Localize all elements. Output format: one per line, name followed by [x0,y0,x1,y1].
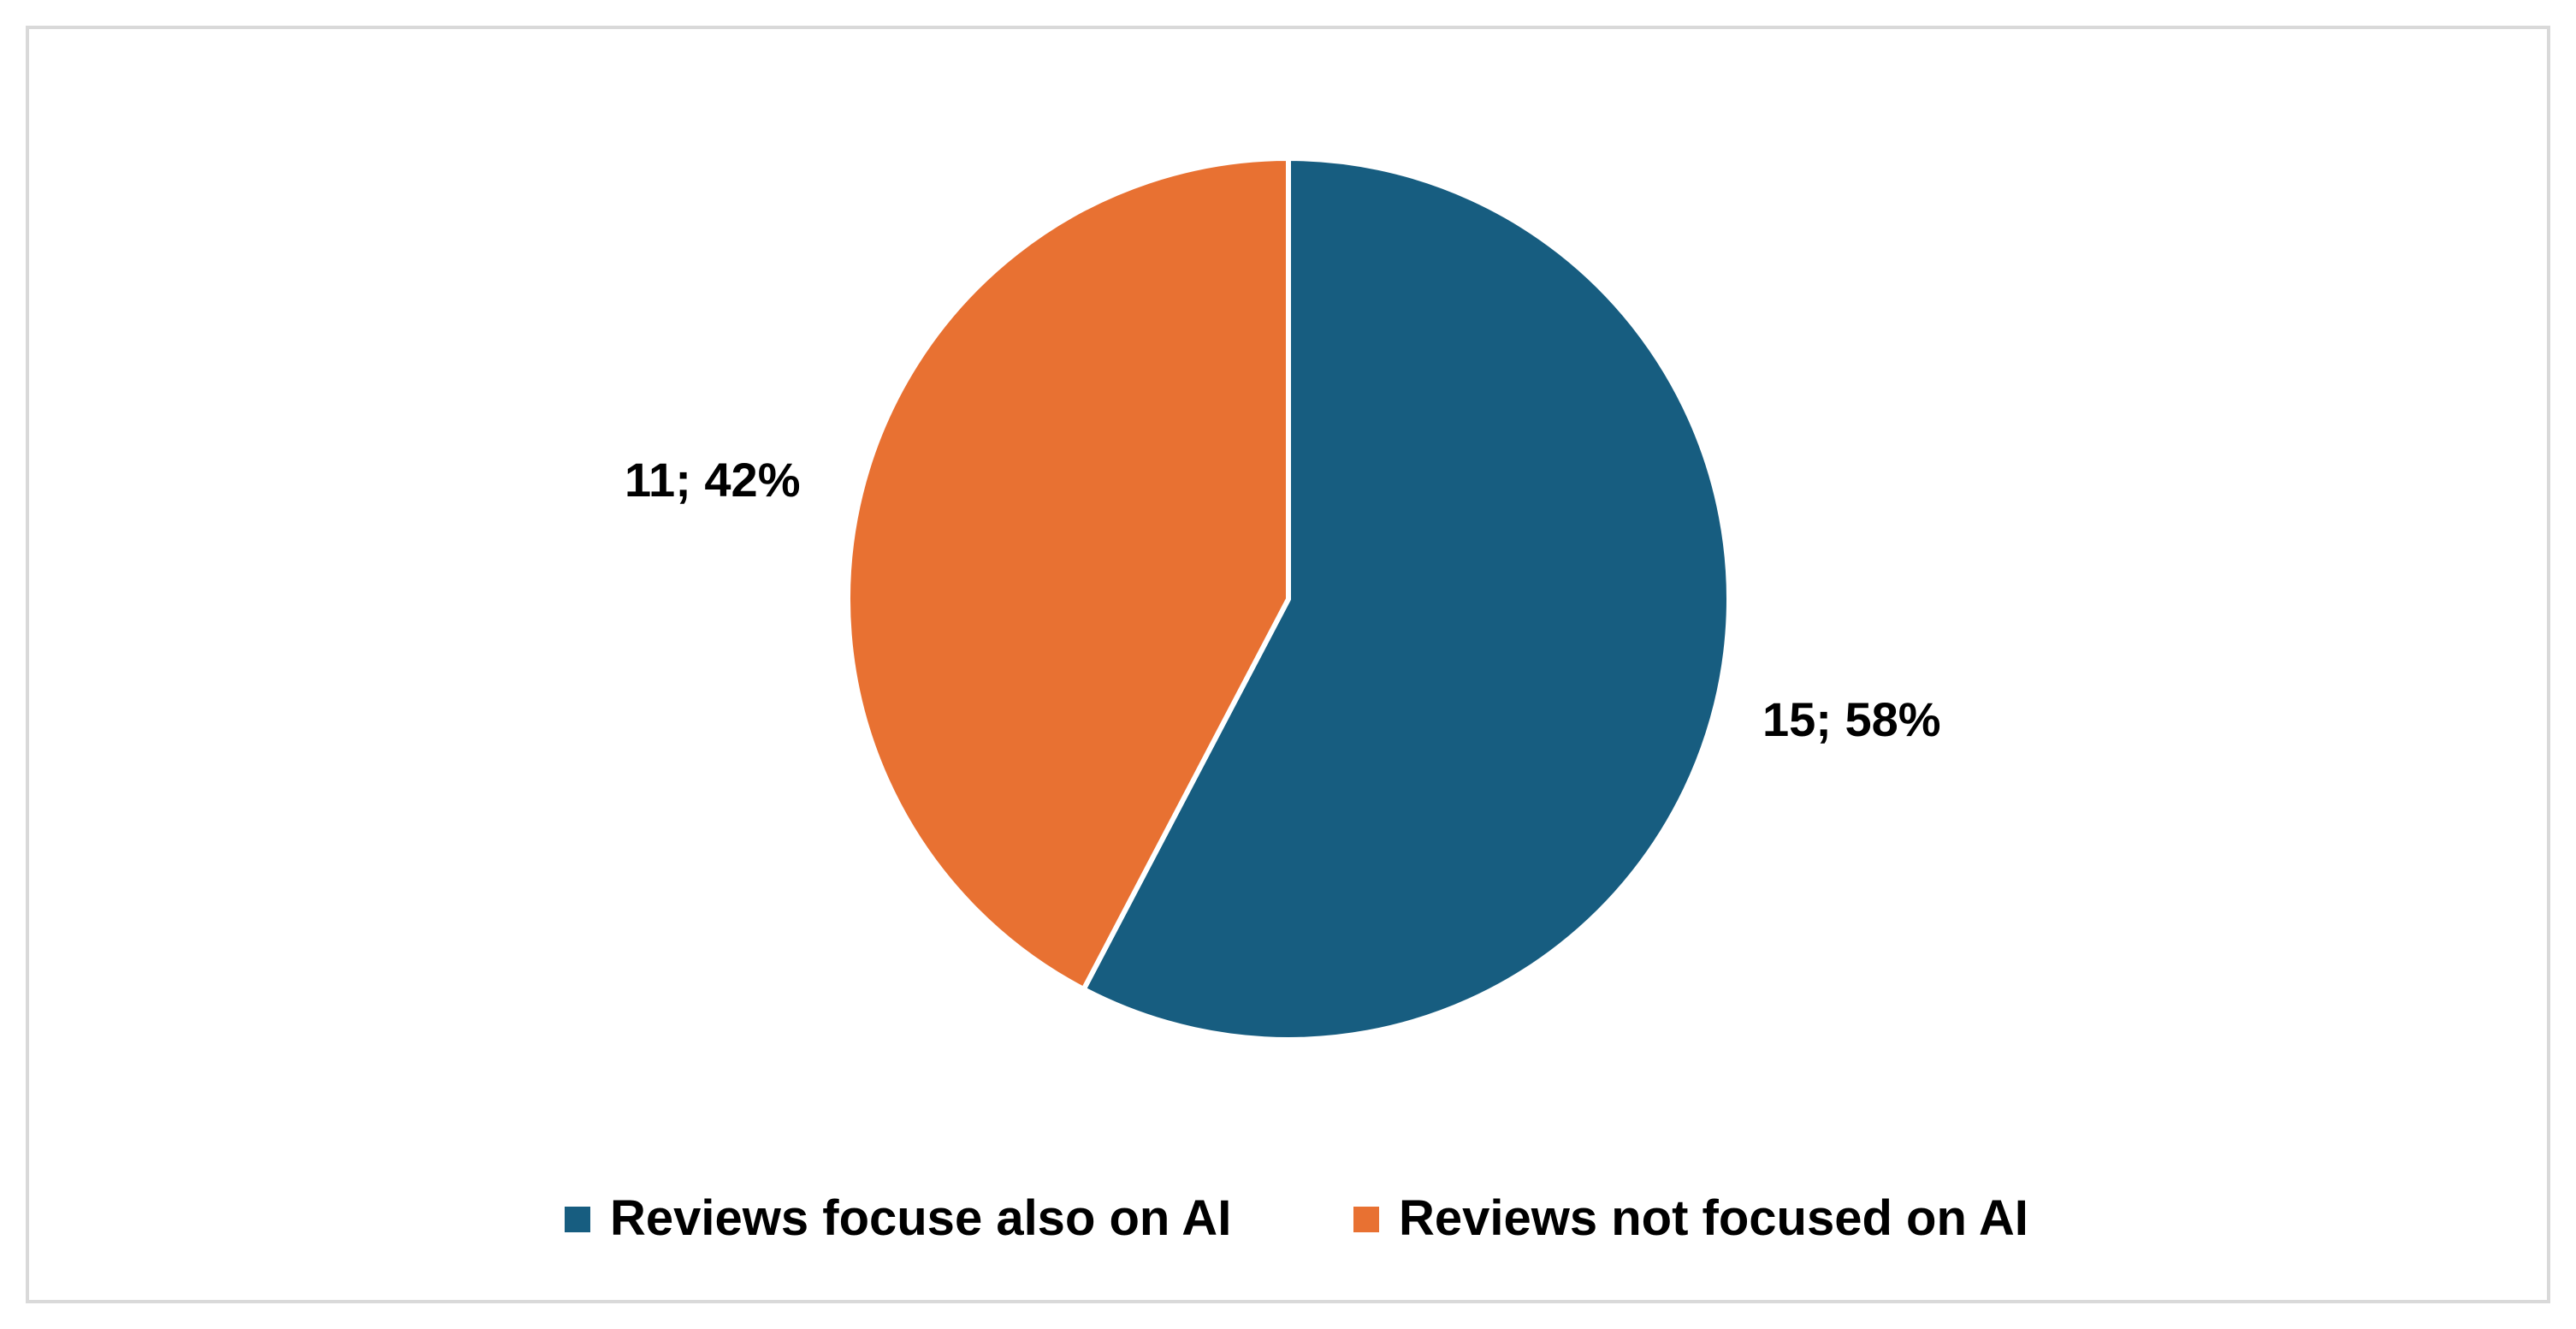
legend-label-reviews-focuse-also-on-ai: Reviews focuse also on AI [610,1190,1231,1246]
legend-swatch-reviews-focuse-also-on-ai [565,1207,590,1232]
legend: Reviews focuse also on AI Reviews not fo… [565,1190,2028,1246]
legend-swatch-reviews-not-focused-on-ai [1353,1207,1379,1232]
legend-label-reviews-not-focused-on-ai: Reviews not focused on AI [1399,1190,2028,1246]
pie-slices [845,156,1732,1042]
pie-slice-reviews-not-focused-on-ai [845,156,1291,993]
data-label-reviews-focuse-also-on-ai: 15; 58% [1762,692,1941,746]
pie-slice-reviews-focuse-also-on-ai [1081,156,1732,1042]
data-label-reviews-not-focused-on-ai: 11; 42% [625,453,801,507]
